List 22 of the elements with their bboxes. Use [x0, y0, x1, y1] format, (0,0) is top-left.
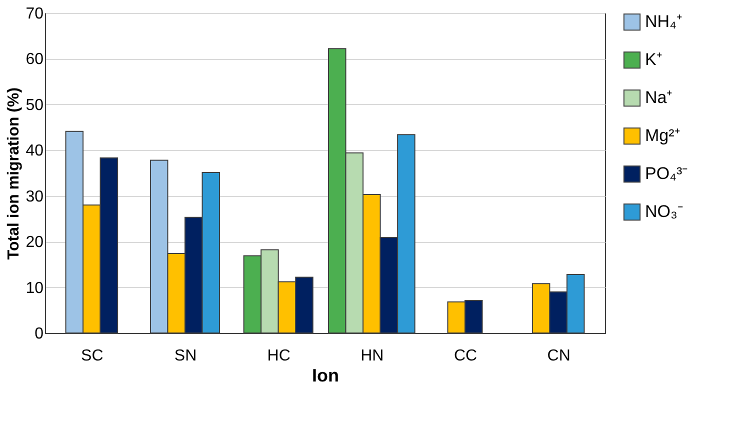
x-tick-label: CN: [547, 348, 570, 364]
y-tick-label: 20: [26, 234, 44, 252]
y-tick-label: 50: [26, 96, 44, 114]
x-tick-label: SN: [174, 348, 197, 364]
legend-label: K⁺: [645, 50, 662, 69]
legend-label: Na⁺: [645, 88, 673, 107]
y-tick-label: 60: [26, 51, 44, 68]
x-axis-title: Ion: [312, 366, 339, 386]
y-tick-label: 10: [26, 280, 44, 297]
legend-label: PO₄³⁻: [645, 164, 688, 183]
x-tick-label: SC: [81, 348, 104, 364]
y-tick-label: 30: [26, 188, 44, 206]
x-tick-label: HN: [360, 348, 384, 364]
x-tick-label: CC: [454, 348, 478, 364]
x-tick-label: HC: [267, 348, 290, 364]
y-tick-label: 70: [26, 6, 44, 22]
y-tick-label: 0: [34, 326, 44, 342]
legend-label: Mg²⁺: [645, 126, 680, 145]
y-tick-label: 40: [26, 142, 44, 160]
legend-label: NH₄⁺: [645, 12, 682, 31]
legend-label: NO₃⁻: [645, 202, 684, 221]
y-axis-title: Total ion migration (%): [6, 87, 23, 260]
